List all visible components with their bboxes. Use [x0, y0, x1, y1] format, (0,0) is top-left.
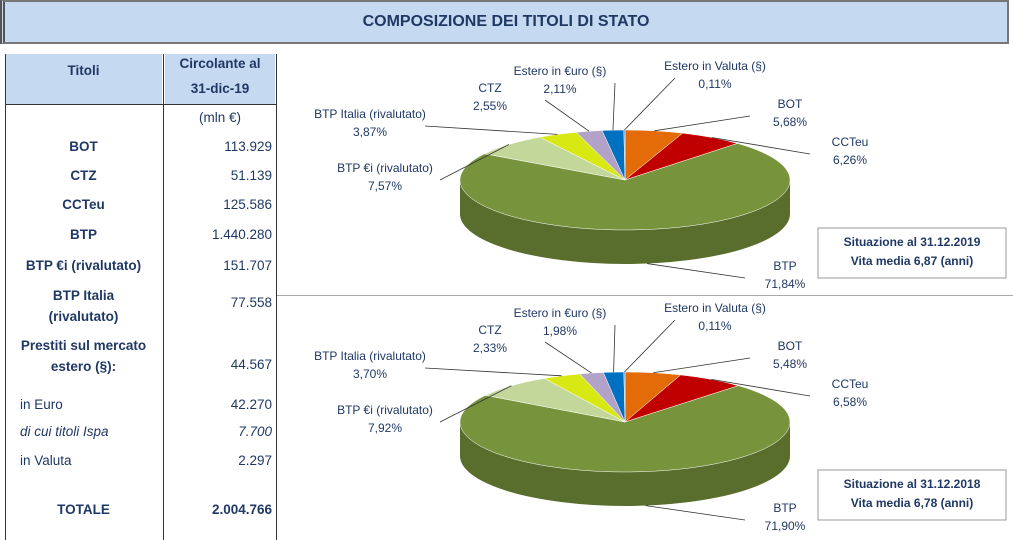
slice-value: 3,87%: [353, 125, 387, 139]
slice-label: CCTeu: [832, 377, 869, 391]
border: [5, 54, 6, 540]
pie-side: [460, 180, 790, 264]
leader-line: [439, 385, 512, 423]
leader-line: [647, 263, 746, 279]
row-label: in Valuta: [20, 453, 72, 468]
slice-value: 0,11%: [698, 77, 731, 91]
annotation: Vita media 6,78 (anni): [851, 496, 974, 510]
title: COMPOSIZIONE DEI TITOLI DI STATO: [0, 0, 1009, 44]
border: [277, 295, 1013, 296]
pie-slice: [459, 143, 791, 231]
slice-label: BTP Italia (rivalutato): [314, 349, 426, 363]
slice-value: 6,26%: [833, 153, 867, 167]
leader-line: [612, 82, 616, 131]
slice-label: Estero in Valuta (§): [664, 301, 766, 315]
pie-side: [460, 422, 790, 506]
slice-label: BTP: [773, 259, 796, 273]
slice-value: 7,92%: [368, 421, 402, 435]
border: [5, 104, 276, 105]
border: [163, 54, 164, 540]
row-label: BOT: [69, 139, 98, 154]
row-value: 42.270: [230, 397, 272, 412]
slice-label: CTZ: [478, 81, 501, 95]
leader-line: [544, 341, 592, 374]
header: Circolante al: [179, 56, 261, 71]
annotation-box: [817, 469, 1007, 521]
slice-label: BTP €i (rivalutato): [337, 161, 433, 175]
slice-value: 2,55%: [473, 99, 507, 113]
annotation: Situazione al 31.12.2019: [844, 235, 981, 249]
slice-label: Estero in €uro (§): [514, 64, 607, 78]
slice-value: 2,33%: [473, 341, 507, 355]
row-value: 125.586: [223, 197, 272, 212]
row-label: BTP €i (rivalutato): [25, 258, 142, 273]
leader-line: [645, 505, 746, 521]
slice-value: 6,58%: [833, 395, 867, 409]
row-value: 44.567: [230, 357, 272, 372]
row-value: 77.558: [230, 295, 272, 310]
leader-line: [653, 357, 751, 374]
slice-value: 1,98%: [543, 324, 577, 338]
leader-line: [624, 77, 676, 131]
annotation: Situazione al 31.12.2018: [844, 477, 981, 491]
slice-value: 71,90%: [765, 519, 806, 533]
slice-label: CTZ: [478, 323, 501, 337]
leader-line: [439, 144, 510, 181]
slice-value: 7,57%: [368, 179, 402, 193]
slice-value: 71,84%: [765, 277, 806, 291]
leader-line: [613, 324, 616, 373]
slice-label: BOT: [778, 339, 803, 353]
row-value: 151.707: [223, 258, 272, 273]
row-value: 2.004.766: [211, 502, 272, 517]
border: [276, 54, 277, 540]
annotation-box: [817, 227, 1007, 279]
row-label: TOTALE: [57, 502, 110, 517]
row-label: BTP Italia (rivalutato): [48, 288, 119, 324]
slice-label: BTP €i (rivalutato): [337, 403, 433, 417]
row-label: Prestiti sul mercato estero (§):: [20, 338, 147, 374]
row-value: 113.929: [224, 139, 272, 154]
slice-label: CCTeu: [832, 135, 869, 149]
row-label: in Euro: [20, 397, 63, 412]
annotation: Vita media 6,87 (anni): [851, 254, 974, 268]
row-value: 51.139: [230, 168, 272, 183]
row-value: 2.297: [238, 453, 272, 468]
slice-value: 3,70%: [353, 367, 387, 381]
row-label: BTP: [70, 227, 97, 242]
leader-line: [654, 115, 751, 132]
pie-slice: [623, 129, 626, 181]
row-label: CTZ: [70, 168, 97, 183]
slice-value: 2,11%: [543, 82, 576, 96]
slice-value: 5,48%: [773, 357, 807, 371]
slice-label: BTP Italia (rivalutato): [314, 107, 426, 121]
slice-label: BTP: [773, 501, 796, 515]
slice-label: Estero in €uro (§): [514, 306, 607, 320]
row-value: 7.700: [238, 424, 272, 439]
slice-value: 5,68%: [773, 115, 807, 129]
slice-label: Estero in Valuta (§): [664, 59, 766, 73]
leader-line: [624, 319, 676, 373]
header-bg: [165, 54, 275, 104]
leader-line: [711, 379, 811, 397]
slice-label: BOT: [778, 97, 803, 111]
pie-slice: [459, 385, 791, 473]
row-label: di cui titoli Ispa: [20, 424, 109, 439]
leader-line: [711, 137, 811, 155]
header: Titoli: [67, 63, 100, 78]
unit: (mln €): [198, 110, 241, 125]
row-label: CCTeu: [62, 197, 105, 212]
row-value: 1.440.280: [211, 227, 272, 242]
leader-line: [544, 99, 590, 132]
slice-value: 0,11%: [698, 319, 731, 333]
header: 31-dic-19: [190, 81, 250, 96]
leader-line: [424, 125, 558, 135]
leader-line: [424, 367, 562, 377]
header-bg: [5, 54, 162, 104]
